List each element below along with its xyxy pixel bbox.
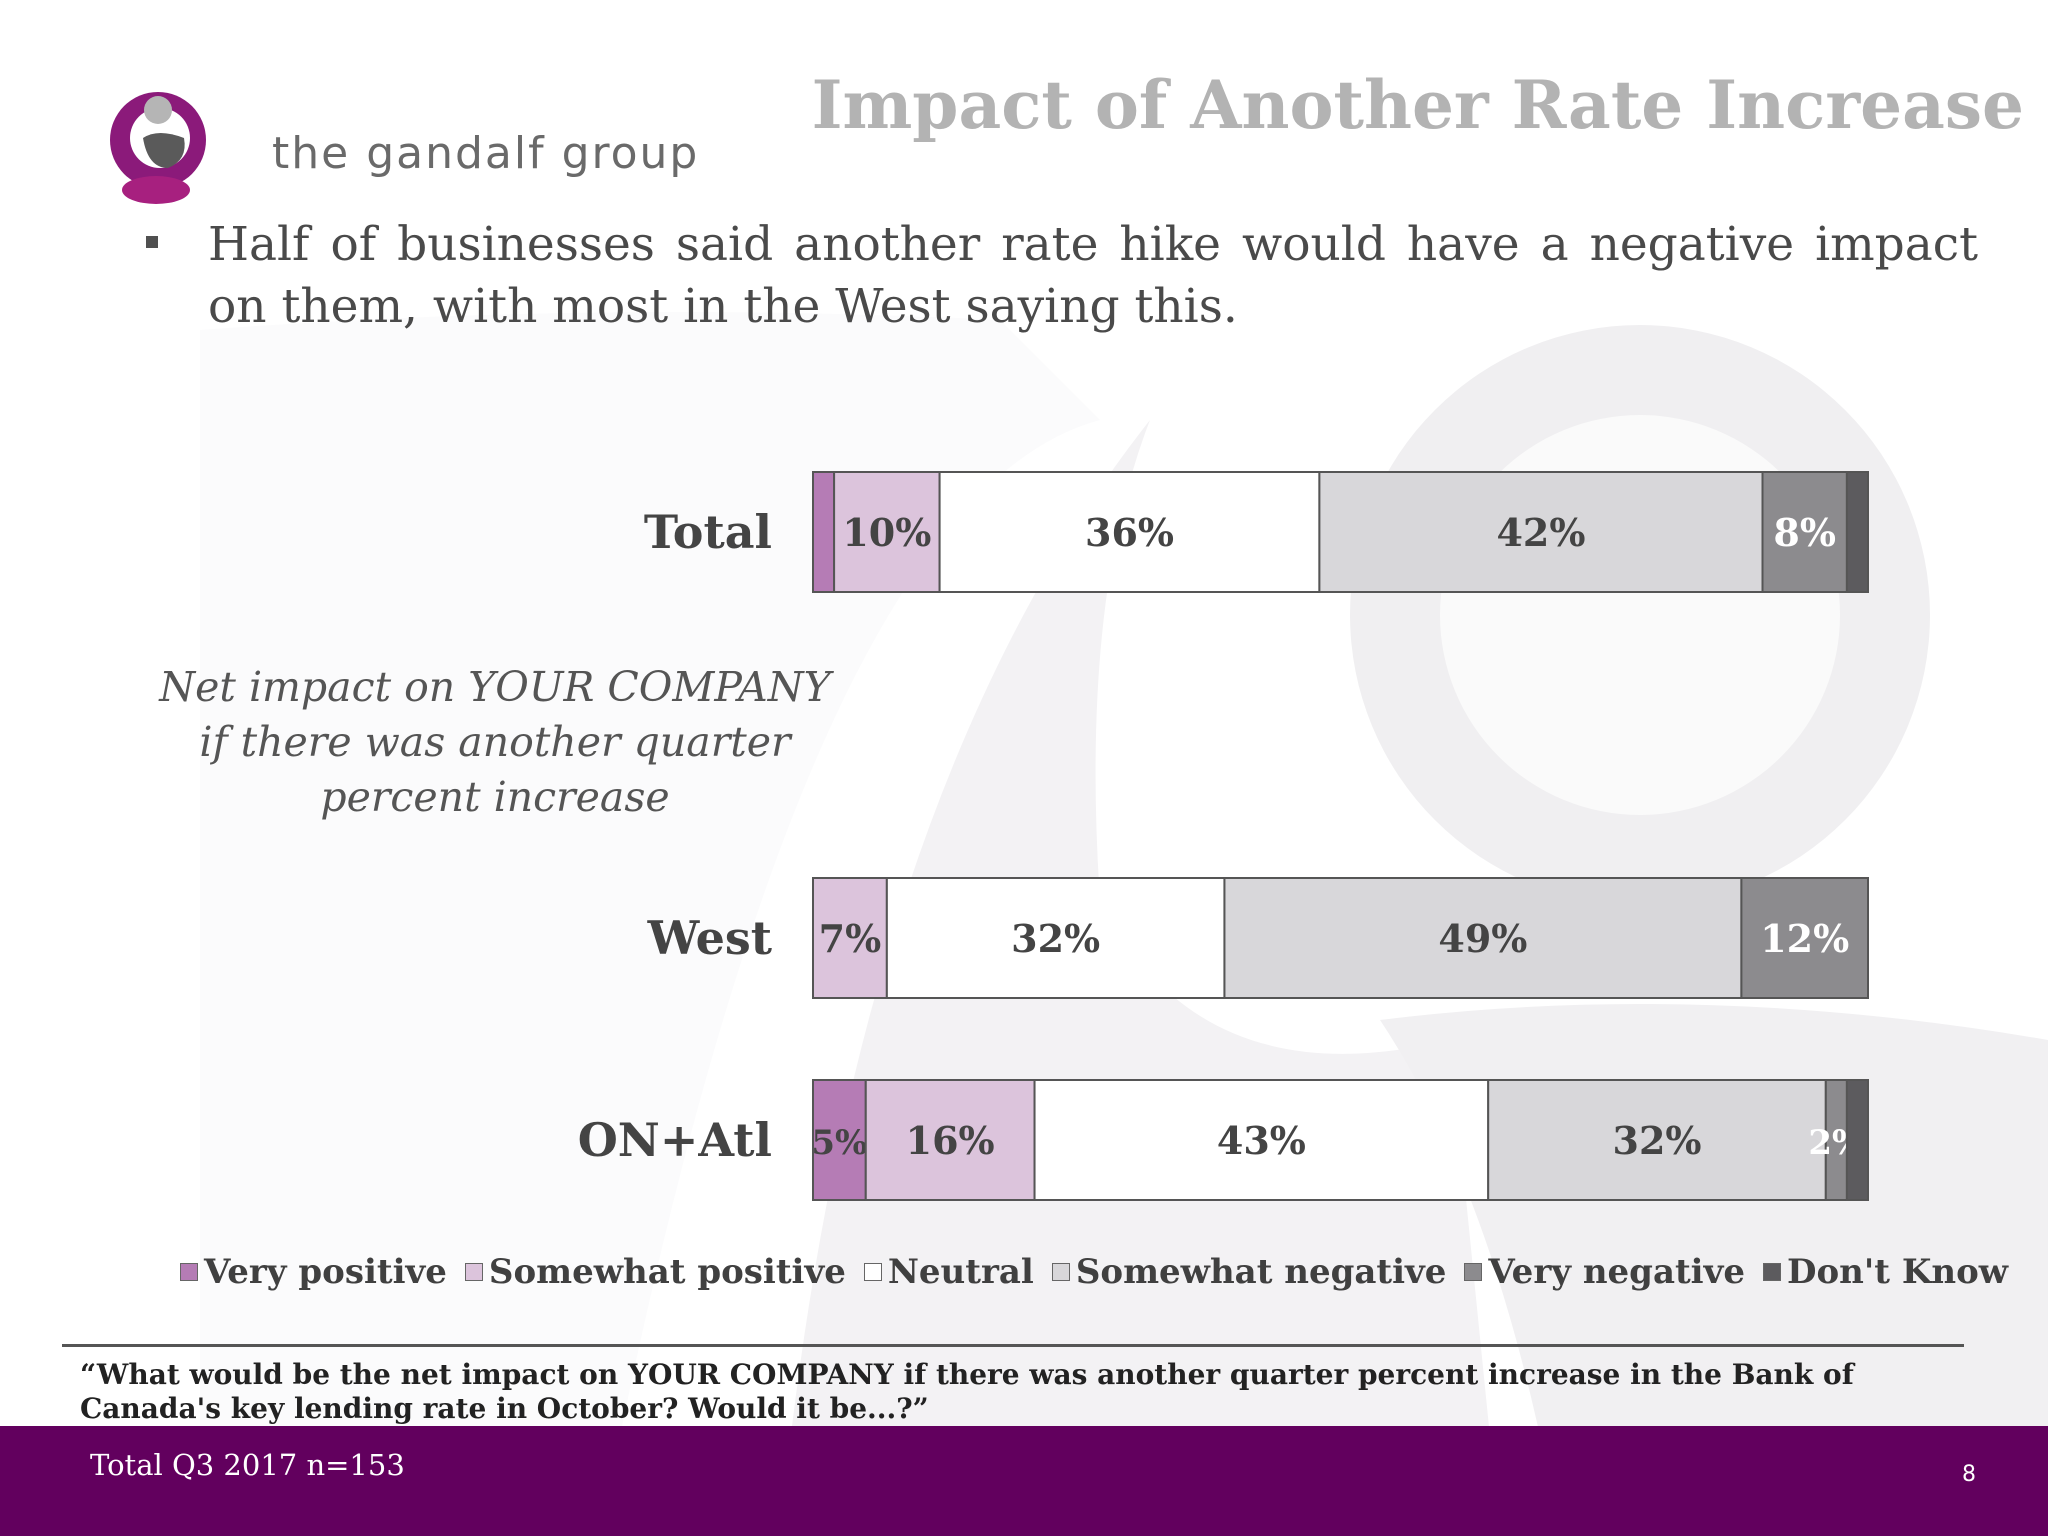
legend-label: Very positive [204,1252,447,1292]
data-label: 16% [906,1118,995,1163]
legend-item: Somewhat negative [1051,1252,1447,1292]
legend-label: Don't Know [1786,1252,2009,1292]
data-label: 10% [842,510,931,555]
legend-swatch [1762,1263,1781,1281]
bar-segment-neutral [885,877,1226,999]
footer-bar [0,1426,2048,1536]
legend-label: Neutral [887,1252,1034,1292]
chart-subtitle-line-3: percent increase [320,773,670,821]
legend-label: Somewhat negative [1075,1252,1447,1292]
legend-label: Very negative [1488,1252,1745,1292]
bar-segment-neutral [1033,1079,1490,1201]
data-label: 7% [819,916,882,961]
legend-label: Somewhat positive [488,1252,846,1292]
divider [62,1344,1964,1347]
legend-item: Very negative [1464,1252,1745,1292]
legend-item: Very positive [180,1252,447,1292]
bar-segment-very-positive [812,471,836,593]
bar-segment-very-negative [1740,877,1870,999]
legend-item: Neutral [863,1252,1034,1292]
data-label: 42% [1496,510,1585,555]
chart-subtitle-line-1: Net impact on YOUR COMPANY [159,663,831,711]
chart-subtitle-line-2: if there was another quarter [199,718,791,766]
legend-swatch [1464,1263,1483,1281]
survey-question: “What would be the net impact on YOUR CO… [80,1358,1854,1425]
bullet-marker [146,236,158,248]
bar-segment-somewhat-negative [1318,471,1764,593]
bar-segment-somewhat-positive [833,471,941,593]
bar-segment-somewhat-positive [812,877,888,999]
data-label: 8% [1773,510,1836,555]
data-label: 49% [1438,916,1527,961]
sample-note: Total Q3 2017 n=153 [90,1448,405,1482]
bar-segment-don-t-know [1845,471,1870,593]
data-label: 32% [1613,1118,1702,1163]
category-label-west: West [647,911,773,965]
bar-segment-don-t-know [1845,1079,1870,1201]
legend-item: Somewhat positive [464,1252,846,1292]
legend-swatch [863,1263,882,1281]
chart-subtitle: Net impact on YOUR COMPANY if there was … [140,660,850,825]
category-label-on-atl: ON+Atl [578,1113,772,1167]
data-label: 43% [1217,1118,1306,1163]
gandalf-logo-icon [110,92,206,204]
category-label-total: Total [644,505,772,559]
bar-segment-very-negative [1761,471,1848,593]
bar-segment-neutral [938,471,1321,593]
legend-swatch [464,1263,483,1281]
legend-swatch [180,1263,198,1281]
legend-item: Don't Know [1762,1252,2009,1292]
bar-segment-somewhat-positive [864,1079,1036,1201]
chart-legend: Very positive Somewhat positive Neutral Som… [180,1252,2008,1292]
brand-name: the gandalf group [272,128,700,179]
data-label: 5% [811,1123,867,1163]
page-number: 8 [1962,1462,1976,1487]
data-label: 12% [1760,916,1849,961]
legend-swatch [1051,1263,1070,1281]
data-label: 36% [1085,510,1174,555]
summary-bullet: Half of businesses said another rate hik… [208,217,1978,334]
page-title: Impact of Another Rate Increase [811,66,2024,144]
data-label: 32% [1011,916,1100,961]
